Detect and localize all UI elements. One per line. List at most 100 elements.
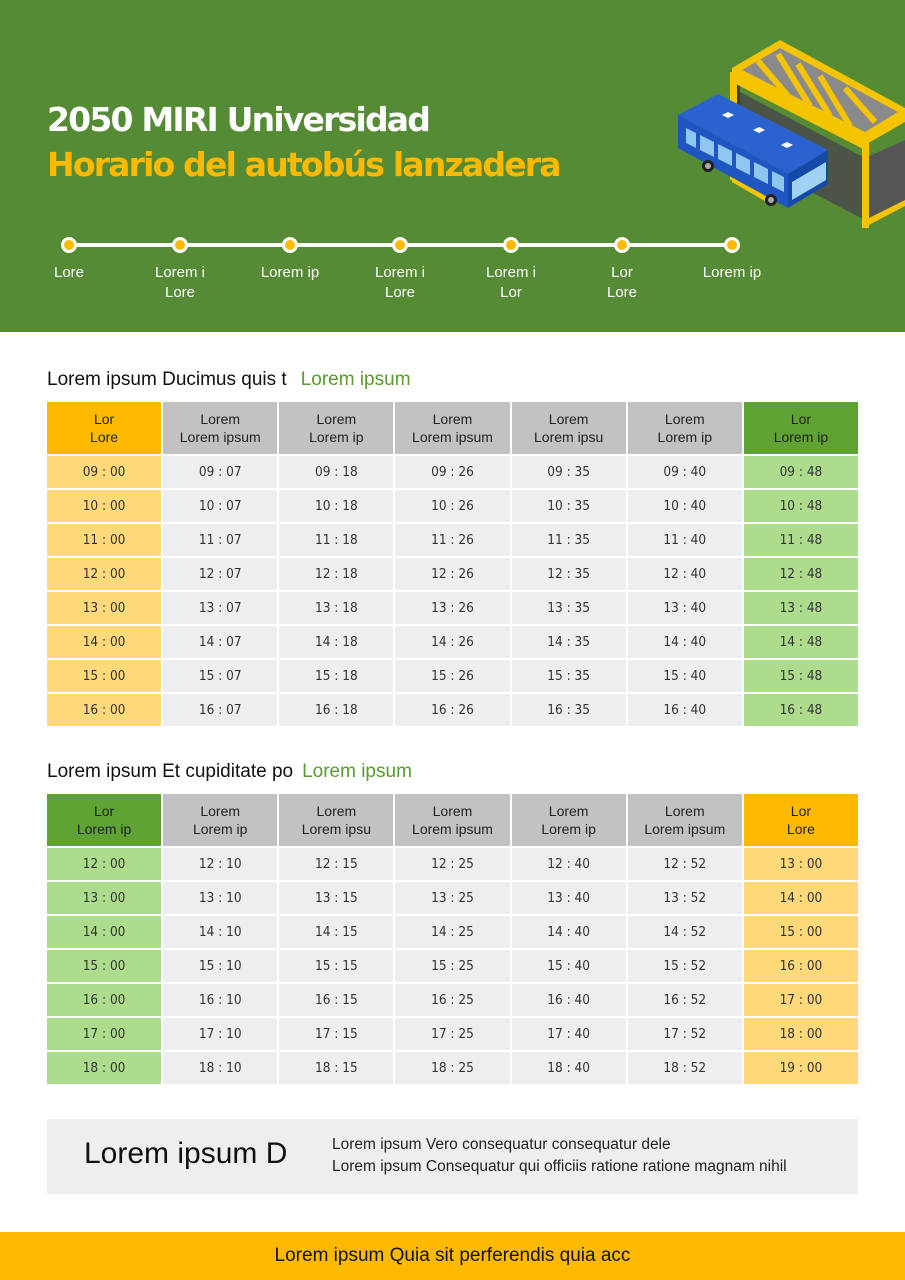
table-cell: 16 : 07 <box>163 694 278 726</box>
table-cell: 16 : 40 <box>627 694 742 726</box>
table-cell: 13 : 00 <box>47 592 162 624</box>
schedule1-title-text: Lorem ipsum Ducimus quis t <box>47 369 287 390</box>
stop-dot-icon <box>503 237 519 253</box>
table-cell: 13 : 07 <box>163 592 278 624</box>
route-stop: Lorem i Lore <box>125 237 235 303</box>
table-cell: 13 : 35 <box>511 592 626 624</box>
table-cell: 09 : 26 <box>395 456 510 488</box>
route-stop: Lorem i Lor <box>456 237 566 303</box>
table-cell: 11 : 35 <box>511 524 626 556</box>
table-cell: 10 : 40 <box>627 490 742 522</box>
schedule2-table: Lor Lorem ip Lorem Lorem ip Lorem Lorem … <box>47 794 858 1084</box>
footer-text: Lorem ipsum Quia sit perferendis quia ac… <box>274 1245 631 1266</box>
table-cell: 12 : 15 <box>279 848 394 880</box>
stop-label: Lorem i Lore <box>154 264 206 301</box>
table-cell: 15 : 25 <box>395 950 510 982</box>
table-cell: 18 : 15 <box>279 1052 394 1084</box>
table-cell: 14 : 25 <box>395 916 510 948</box>
table-cell: 09 : 18 <box>279 456 394 488</box>
title-shuttle-schedule: Horario del autobús lanzadera <box>47 145 562 184</box>
table-cell: 12 : 07 <box>163 558 278 590</box>
route-stop: Lorem i Lore <box>345 237 455 303</box>
table-cell: 16 : 40 <box>511 984 626 1016</box>
info-line-2: Lorem ipsum Consequatur qui officiis rat… <box>332 1158 787 1175</box>
table-cell: 15 : 00 <box>47 660 162 692</box>
table-cell: 15 : 35 <box>511 660 626 692</box>
table-cell: 13 : 52 <box>627 882 742 914</box>
table-cell: 11 : 26 <box>395 524 510 556</box>
table-cell: 09 : 07 <box>163 456 278 488</box>
table-header-cell: Lorem Lorem ipsum <box>395 794 510 846</box>
table-cell: 13 : 26 <box>395 592 510 624</box>
table-cell: 14 : 07 <box>163 626 278 658</box>
table-header-cell: Lorem Lorem ip <box>627 402 742 454</box>
table-cell: 12 : 18 <box>279 558 394 590</box>
table-cell: 11 : 00 <box>47 524 162 556</box>
table-cell: 15 : 00 <box>743 916 858 948</box>
table-cell: 11 : 07 <box>163 524 278 556</box>
stop-label: Lorem ip <box>260 264 320 281</box>
table-cell: 16 : 00 <box>47 984 162 1016</box>
stop-dot-icon <box>724 237 740 253</box>
header-banner: 2050 MIRI Universidad Horario del autobú… <box>0 0 905 332</box>
table-cell: 13 : 48 <box>743 592 858 624</box>
table-cell: 17 : 10 <box>163 1018 278 1050</box>
table-header-cell: Lorem Lorem ipsu <box>279 794 394 846</box>
table-cell: 15 : 18 <box>279 660 394 692</box>
table-cell: 17 : 40 <box>511 1018 626 1050</box>
route-timeline: Lore Lorem i Lore Lorem ip Lorem i Lore … <box>0 230 905 310</box>
table-cell: 12 : 00 <box>47 848 162 880</box>
table-cell: 09 : 35 <box>511 456 626 488</box>
info-line-1: Lorem ipsum Vero consequatur consequatur… <box>332 1136 671 1153</box>
info-box: Lorem ipsum D Lorem ipsum Vero consequat… <box>47 1119 858 1194</box>
table-cell: 14 : 00 <box>47 916 162 948</box>
bus-stop-illustration-icon <box>678 40 905 228</box>
stop-dot-icon <box>61 237 77 253</box>
schedule2-title: Lorem ipsum Et cupiditate po Lorem ipsum <box>47 761 412 783</box>
table-cell: 13 : 40 <box>627 592 742 624</box>
table-cell: 14 : 18 <box>279 626 394 658</box>
table-cell: 19 : 00 <box>743 1052 858 1084</box>
table-cell: 14 : 00 <box>47 626 162 658</box>
table-cell: 15 : 52 <box>627 950 742 982</box>
table-cell: 10 : 00 <box>47 490 162 522</box>
table-cell: 13 : 00 <box>743 848 858 880</box>
table-cell: 12 : 40 <box>627 558 742 590</box>
stop-label: Lorem i Lor <box>485 264 537 301</box>
table-cell: 15 : 40 <box>511 950 626 982</box>
table-cell: 14 : 15 <box>279 916 394 948</box>
table-header-cell: Lorem Lorem ipsum <box>395 402 510 454</box>
table-cell: 13 : 15 <box>279 882 394 914</box>
table-cell: 15 : 10 <box>163 950 278 982</box>
table-header-cell: Lor Lore <box>743 794 858 846</box>
table-header-cell: Lor Lorem ip <box>47 794 162 846</box>
table-cell: 12 : 35 <box>511 558 626 590</box>
schedule2-title-text: Lorem ipsum Et cupiditate po <box>47 761 294 782</box>
table-cell: 18 : 10 <box>163 1052 278 1084</box>
table-cell: 14 : 00 <box>743 882 858 914</box>
table-cell: 14 : 10 <box>163 916 278 948</box>
table-cell: 15 : 40 <box>627 660 742 692</box>
table-cell: 18 : 25 <box>395 1052 510 1084</box>
stop-label: Lore <box>53 264 85 281</box>
table-cell: 18 : 40 <box>511 1052 626 1084</box>
table-cell: 18 : 00 <box>743 1018 858 1050</box>
table-cell: 14 : 40 <box>511 916 626 948</box>
table-header-cell: Lor Lore <box>47 402 162 454</box>
table-cell: 16 : 00 <box>743 950 858 982</box>
stop-label: Lorem i Lore <box>374 264 426 301</box>
table-cell: 12 : 25 <box>395 848 510 880</box>
table-header-cell: Lorem Lorem ip <box>279 402 394 454</box>
table-header-cell: Lorem Lorem ip <box>163 794 278 846</box>
table-cell: 13 : 10 <box>163 882 278 914</box>
table-header-cell: Lorem Lorem ip <box>511 794 626 846</box>
table-cell: 15 : 00 <box>47 950 162 982</box>
table-cell: 10 : 07 <box>163 490 278 522</box>
stop-dot-icon <box>282 237 298 253</box>
route-stop: Lorem ip <box>235 237 345 283</box>
stop-dot-icon <box>392 237 408 253</box>
table-cell: 13 : 00 <box>47 882 162 914</box>
table-cell: 17 : 00 <box>47 1018 162 1050</box>
table-header-cell: Lor Lorem ip <box>743 402 858 454</box>
schedule2-subtitle: Lorem ipsum <box>302 761 412 782</box>
